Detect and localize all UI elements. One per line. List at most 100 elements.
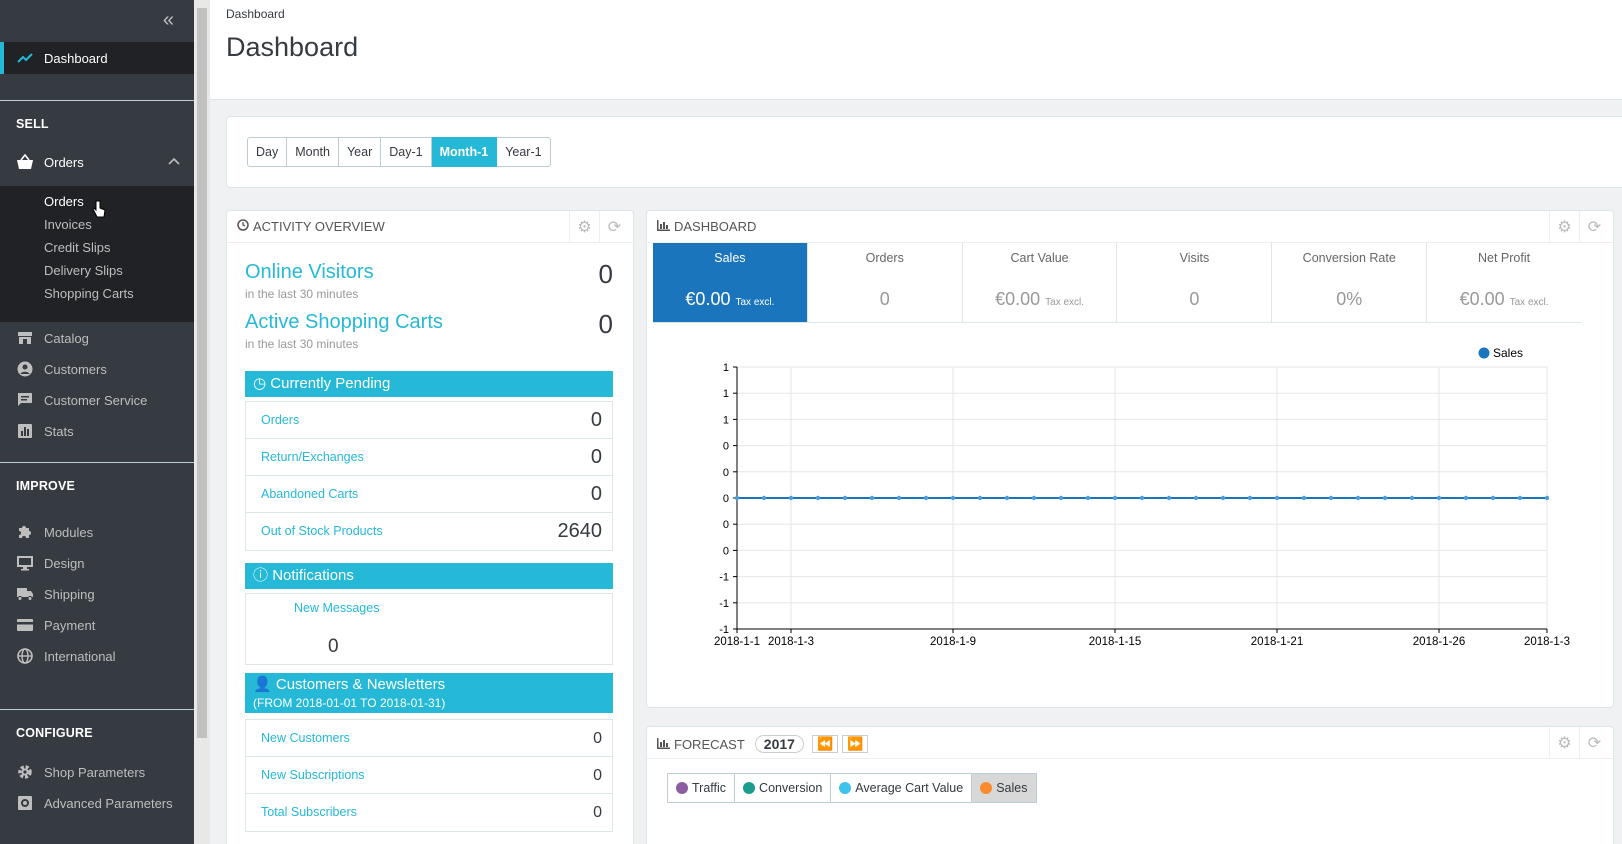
- data-point: [896, 495, 902, 501]
- kpi-value: €0.00 Tax excl.: [1459, 289, 1549, 309]
- forecast-sales-toggle[interactable]: Sales: [972, 773, 1037, 803]
- data-point: [1355, 495, 1361, 501]
- pending-orders-link[interactable]: Orders: [261, 413, 300, 427]
- monitor-icon: [16, 554, 34, 572]
- panel-title: FORECAST 2017 ⏪ ⏩: [657, 735, 869, 753]
- sidebar-item-payment[interactable]: Payment: [0, 615, 194, 635]
- period-day-minus-1-button[interactable]: Day-1: [381, 137, 432, 167]
- x-tick-label: 2018-1-9: [930, 636, 976, 648]
- pending-returns-link[interactable]: Return/Exchanges: [261, 450, 364, 464]
- sidebar-item-stats[interactable]: Stats: [0, 421, 194, 441]
- data-point: [1193, 495, 1199, 501]
- configure-gear-icon[interactable]: ⚙: [1549, 211, 1579, 242]
- kpi-value: 0: [879, 289, 890, 309]
- active-carts-link[interactable]: Active Shopping Carts: [245, 311, 443, 333]
- section-title-sell: SELL: [16, 117, 49, 131]
- period-year-minus-1-button[interactable]: Year-1: [497, 137, 551, 167]
- sidebar-item-dashboard[interactable]: Dashboard: [0, 42, 194, 74]
- sidebar-item-customer-service[interactable]: Customer Service: [0, 390, 194, 410]
- period-month-minus-1-button[interactable]: Month-1: [431, 137, 498, 167]
- sidebar-item-international[interactable]: International: [0, 646, 194, 666]
- basket-icon: [16, 153, 34, 171]
- sidebar-item-shipping[interactable]: Shipping: [0, 584, 194, 604]
- kpi-label: Visits: [1179, 251, 1210, 265]
- kpi-label: Cart Value: [1010, 251, 1069, 265]
- currently-pending-header: ◷ Currently Pending: [245, 371, 613, 397]
- forecast-average-cart-value-toggle[interactable]: Average Cart Value: [831, 773, 973, 803]
- total-subscribers-link[interactable]: Total Subscribers: [261, 805, 357, 819]
- sidebar-item-shop-parameters[interactable]: Shop Parameters: [0, 762, 194, 782]
- kpi-orders-tile[interactable]: Orders 0: [808, 243, 963, 322]
- data-point: [1409, 495, 1415, 501]
- configure-gear-icon[interactable]: ⚙: [1549, 727, 1579, 758]
- sidebar-item-catalog[interactable]: Catalog: [0, 328, 194, 348]
- sidebar-item-modules[interactable]: Modules: [0, 522, 194, 542]
- period-month-button[interactable]: Month: [287, 137, 339, 167]
- new-customers-link[interactable]: New Customers: [261, 731, 350, 745]
- sidebar-item-design[interactable]: Design: [0, 553, 194, 573]
- sidebar-item-advanced-parameters[interactable]: Advanced Parameters: [0, 793, 194, 813]
- kpi-net-profit-tile[interactable]: Net Profit €0.00 Tax excl.: [1427, 243, 1581, 322]
- clock-icon: ◷: [253, 375, 267, 392]
- trending-up-icon: [16, 49, 34, 67]
- divider: [0, 462, 194, 463]
- sidebar-scroll-thumb[interactable]: [197, 8, 207, 738]
- refresh-icon[interactable]: ⟳: [1579, 211, 1609, 242]
- forecast-panel: FORECAST 2017 ⏪ ⏩ ⚙ ⟳ Traffic Conversion…: [646, 726, 1614, 844]
- period-day-button[interactable]: Day: [247, 137, 288, 167]
- x-tick-label: 2018-1-21: [1251, 636, 1303, 648]
- kpi-value: 0: [1189, 289, 1200, 309]
- data-point: [1004, 495, 1010, 501]
- new-messages-link[interactable]: New Messages: [294, 601, 380, 615]
- new-subscriptions-value: 0: [593, 767, 602, 784]
- refresh-icon[interactable]: ⟳: [599, 211, 629, 242]
- breadcrumb[interactable]: Dashboard: [226, 7, 285, 21]
- user-circle-icon: [16, 360, 34, 378]
- data-point: [1328, 495, 1334, 501]
- y-tick-label: 1: [723, 414, 729, 426]
- collapse-menu-icon[interactable]: «: [162, 9, 174, 31]
- submenu-shopping-carts[interactable]: Shopping Carts: [44, 286, 134, 301]
- refresh-icon[interactable]: ⟳: [1579, 727, 1609, 758]
- traffic-dot-icon: [676, 782, 688, 794]
- sidebar: « Dashboard SELL Orders Orders Invoices …: [0, 0, 194, 844]
- submenu-delivery-slips[interactable]: Delivery Slips: [44, 263, 123, 278]
- sidebar-item-customers[interactable]: Customers: [0, 359, 194, 379]
- sidebar-item-label: International: [44, 648, 116, 664]
- credit-card-icon: [16, 616, 34, 634]
- average-cart-dot-icon: [839, 782, 852, 794]
- forecast-conversion-toggle[interactable]: Conversion: [735, 773, 832, 803]
- abandoned-carts-link[interactable]: Abandoned Carts: [261, 487, 359, 501]
- submenu-invoices[interactable]: Invoices: [44, 217, 92, 232]
- data-point: [734, 495, 740, 501]
- out-of-stock-link[interactable]: Out of Stock Products: [261, 524, 383, 538]
- new-subscriptions-link[interactable]: New Subscriptions: [261, 768, 365, 782]
- previous-year-button[interactable]: ⏪: [811, 735, 839, 753]
- list-item: Abandoned Carts 0: [246, 476, 612, 513]
- y-tick-label: 1: [723, 388, 729, 400]
- data-point: [1274, 495, 1280, 501]
- panel-header: DASHBOARD ⚙ ⟳: [647, 211, 1613, 243]
- data-point: [1139, 495, 1145, 501]
- sidebar-item-label: Shop Parameters: [44, 764, 146, 780]
- sidebar-item-orders[interactable]: Orders: [0, 152, 194, 172]
- y-tick-label: 1: [723, 362, 729, 374]
- online-visitors-link[interactable]: Online Visitors: [245, 261, 374, 283]
- sidebar-item-label: Orders: [44, 154, 84, 170]
- kpi-cart-value-tile[interactable]: Cart Value €0.00 Tax excl.: [963, 243, 1118, 322]
- forecast-traffic-toggle[interactable]: Traffic: [667, 773, 736, 803]
- submenu-orders[interactable]: Orders: [44, 194, 84, 209]
- kpi-sales-tile[interactable]: Sales €0.00 Tax excl.: [653, 243, 808, 322]
- pending-list: Orders 0 Return/Exchanges 0 Abandoned Ca…: [245, 401, 613, 551]
- section-title-configure: CONFIGURE: [16, 726, 93, 740]
- customers-range: (FROM 2018-01-01 TO 2018-01-31): [253, 696, 446, 710]
- kpi-tiles: Sales €0.00 Tax excl. Orders 0 Cart Valu…: [653, 243, 1581, 323]
- clock-icon: [237, 219, 249, 234]
- period-year-button[interactable]: Year: [338, 137, 382, 167]
- configure-gear-icon[interactable]: ⚙: [569, 211, 599, 242]
- x-tick-label: 2018-1-1: [714, 636, 760, 648]
- next-year-button[interactable]: ⏩: [842, 735, 869, 753]
- submenu-credit-slips[interactable]: Credit Slips: [44, 240, 111, 255]
- kpi-conversion-rate-tile[interactable]: Conversion Rate 0%: [1272, 243, 1428, 322]
- kpi-visits-tile[interactable]: Visits 0: [1117, 243, 1273, 322]
